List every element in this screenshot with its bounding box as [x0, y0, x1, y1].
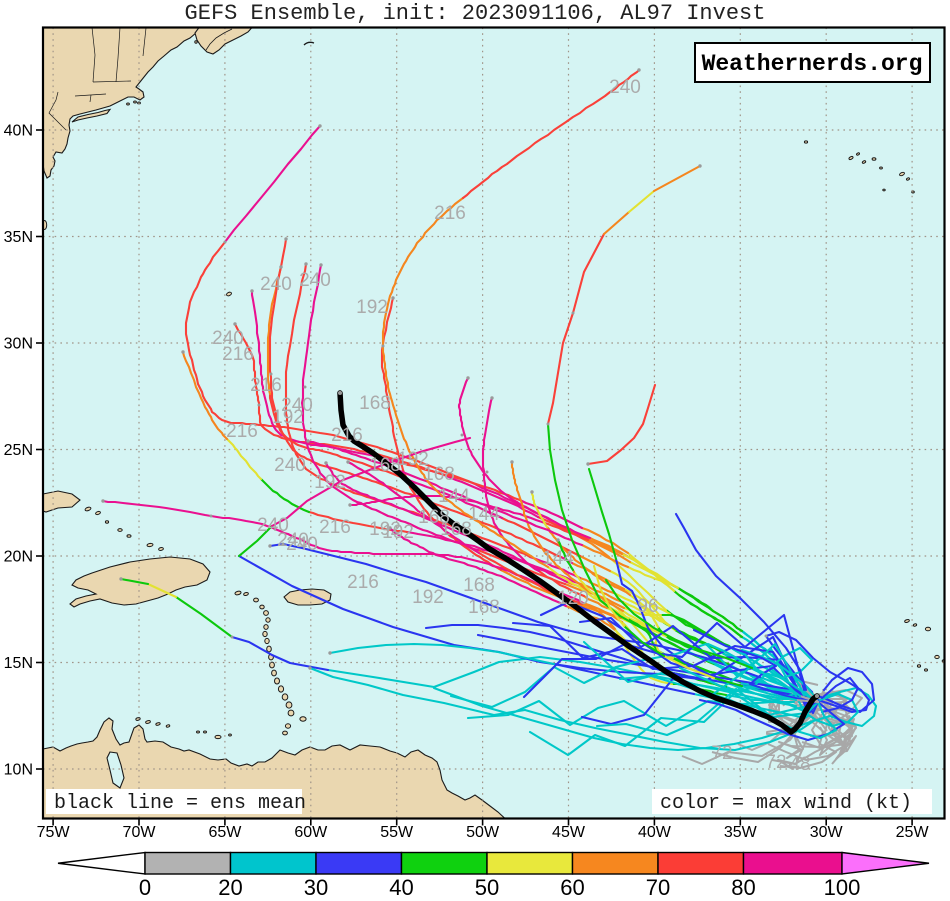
svg-text:40W: 40W: [638, 824, 672, 841]
svg-text:168: 168: [418, 507, 450, 528]
svg-text:96: 96: [637, 596, 658, 617]
svg-text:168: 168: [463, 575, 495, 596]
svg-text:216: 216: [434, 203, 466, 224]
svg-text:240: 240: [274, 455, 306, 476]
svg-text:60W: 60W: [294, 824, 328, 841]
svg-text:168: 168: [423, 464, 455, 485]
svg-text:black line = ens mean: black line = ens mean: [54, 792, 306, 815]
svg-text:10N: 10N: [4, 762, 33, 779]
svg-text:20N: 20N: [4, 549, 33, 566]
svg-text:192: 192: [382, 522, 414, 543]
svg-text:75W: 75W: [37, 824, 71, 841]
svg-text:Weathernerds.org: Weathernerds.org: [702, 51, 923, 77]
svg-text:216: 216: [319, 517, 351, 538]
svg-text:120: 120: [557, 588, 589, 609]
svg-text:192: 192: [397, 449, 429, 470]
svg-text:15N: 15N: [4, 655, 33, 672]
svg-text:192: 192: [272, 407, 304, 428]
svg-text:240: 240: [260, 274, 292, 295]
svg-text:192: 192: [369, 519, 401, 540]
svg-text:216: 216: [222, 344, 254, 365]
svg-text:25W: 25W: [896, 824, 930, 841]
svg-text:192: 192: [356, 297, 388, 318]
svg-text:60: 60: [560, 875, 584, 900]
svg-text:45W: 45W: [552, 824, 586, 841]
svg-text:25N: 25N: [4, 442, 33, 459]
svg-text:240: 240: [281, 395, 313, 416]
svg-text:192: 192: [314, 472, 346, 493]
svg-text:80: 80: [731, 875, 755, 900]
svg-text:35N: 35N: [4, 229, 33, 246]
svg-text:50W: 50W: [466, 824, 500, 841]
svg-text:70W: 70W: [123, 824, 157, 841]
svg-text:240: 240: [257, 515, 289, 536]
svg-text:168: 168: [369, 455, 401, 476]
svg-text:20: 20: [218, 875, 242, 900]
svg-text:30N: 30N: [4, 336, 33, 353]
svg-text:0: 0: [139, 875, 151, 900]
svg-text:color = max wind (kt): color = max wind (kt): [660, 792, 912, 815]
svg-text:GEFS Ensemble, init: 202309110: GEFS Ensemble, init: 2023091106, AL97 In…: [185, 1, 766, 26]
svg-text:216: 216: [250, 375, 282, 396]
svg-text:216: 216: [331, 425, 363, 446]
svg-text:30: 30: [304, 875, 328, 900]
svg-text:55W: 55W: [380, 824, 414, 841]
svg-text:240: 240: [212, 328, 244, 349]
svg-text:100: 100: [824, 875, 861, 900]
svg-text:40: 40: [389, 875, 413, 900]
svg-text:50: 50: [475, 875, 499, 900]
svg-text:48: 48: [789, 754, 810, 775]
svg-text:240: 240: [286, 534, 318, 555]
svg-text:144: 144: [468, 504, 500, 525]
svg-text:240: 240: [277, 530, 309, 551]
svg-text:72: 72: [711, 743, 732, 764]
svg-text:240: 240: [299, 270, 331, 291]
svg-text:240: 240: [609, 77, 641, 98]
svg-text:144: 144: [542, 548, 574, 569]
svg-text:216: 216: [226, 421, 258, 442]
svg-text:144: 144: [438, 486, 470, 507]
svg-text:35W: 35W: [724, 824, 758, 841]
svg-text:65W: 65W: [208, 824, 242, 841]
svg-text:216: 216: [347, 572, 379, 593]
svg-text:168: 168: [440, 519, 472, 540]
svg-text:30W: 30W: [810, 824, 844, 841]
svg-text:70: 70: [646, 875, 670, 900]
svg-text:168: 168: [468, 597, 500, 618]
svg-text:168: 168: [359, 393, 391, 414]
svg-text:192: 192: [412, 587, 444, 608]
svg-text:72: 72: [765, 752, 786, 773]
svg-text:40N: 40N: [4, 123, 33, 140]
